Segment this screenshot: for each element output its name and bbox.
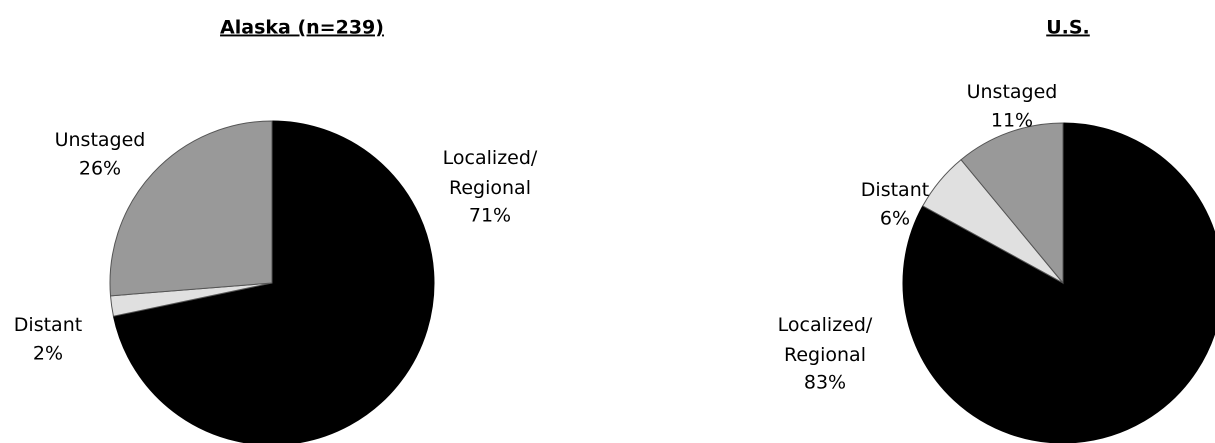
slice-label-line: Regional bbox=[784, 344, 866, 366]
slice-label-line: Distant bbox=[14, 314, 82, 336]
slice-label: Unstaged bbox=[967, 81, 1058, 103]
slice-label-line: Regional bbox=[449, 177, 531, 199]
slice-label: Localized/Regional bbox=[443, 147, 538, 199]
slice-label-line: Localized/ bbox=[443, 147, 538, 169]
slice-label-line: Unstaged bbox=[55, 129, 146, 151]
value-label: 83% bbox=[804, 372, 846, 394]
pie-slice bbox=[112, 120, 435, 443]
slice-label-line: Distant bbox=[861, 179, 929, 201]
chart-title: Alaska (n=239) bbox=[220, 17, 384, 39]
slice-label: Distant bbox=[14, 314, 82, 336]
pie-slice bbox=[960, 122, 1064, 285]
slice-label: Localized/Regional bbox=[778, 314, 873, 366]
value-label: 26% bbox=[79, 158, 121, 180]
value-label: 71% bbox=[469, 205, 511, 227]
pie-slice bbox=[109, 120, 273, 297]
value-label: 6% bbox=[880, 208, 910, 230]
slice-label-line: Unstaged bbox=[967, 81, 1058, 103]
pie-slice bbox=[902, 122, 1215, 443]
slice-label: Unstaged bbox=[55, 129, 146, 151]
slice-label-line: Localized/ bbox=[778, 314, 873, 336]
value-label: 2% bbox=[33, 343, 63, 365]
value-label: 11% bbox=[991, 110, 1033, 132]
chart-title: U.S. bbox=[1046, 17, 1090, 39]
slice-label: Distant bbox=[861, 179, 929, 201]
